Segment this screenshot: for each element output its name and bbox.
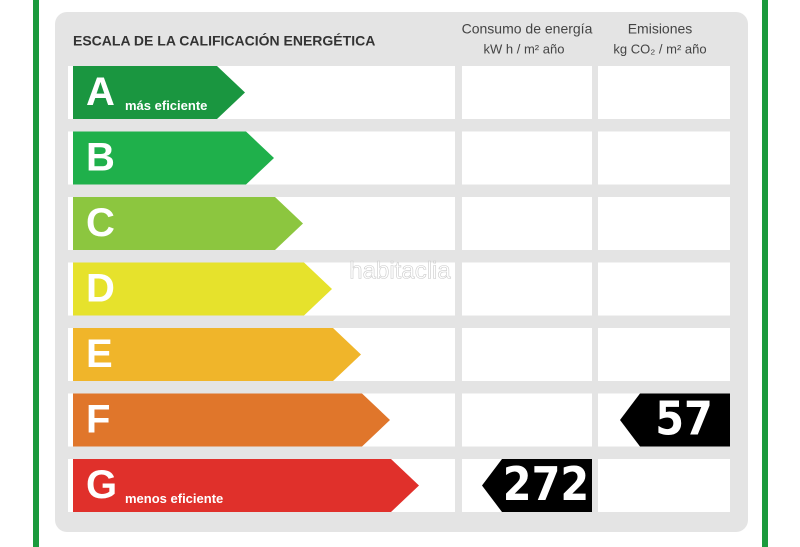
rating-arrow (73, 393, 390, 447)
rating-arrow (73, 262, 332, 316)
watermark: habitaclia (349, 257, 451, 284)
rating-arrow (73, 197, 303, 250)
rating-letter: D (86, 267, 115, 311)
column-unit: kW h / m² año (484, 41, 565, 56)
value-badge (482, 459, 592, 512)
cell (598, 197, 730, 250)
cell (462, 328, 592, 381)
rating-letter: C (86, 201, 115, 245)
rating-arrow (73, 328, 361, 381)
cell (462, 66, 592, 119)
value-badge (620, 393, 730, 447)
rating-letter: E (86, 332, 113, 376)
cell (598, 66, 730, 119)
rating-letter: B (86, 136, 115, 180)
rating-letter: G (86, 463, 117, 507)
title: ESCALA DE LA CALIFICACIÓN ENERGÉTICA (73, 32, 375, 49)
cell (462, 262, 592, 316)
cell (598, 328, 730, 381)
value: 272 (503, 457, 589, 511)
column-title: Consumo de energía (462, 21, 593, 37)
border (33, 0, 39, 547)
rating-letter: A (86, 70, 115, 114)
cell (462, 197, 592, 250)
value: 57 (655, 392, 713, 446)
cell (462, 393, 592, 447)
rating-arrow (73, 131, 274, 185)
rating-arrow (73, 66, 245, 119)
rating-arrow (73, 459, 419, 512)
column-title: Emisiones (628, 21, 693, 37)
column-unit: kg CO₂ / m² año (613, 41, 706, 56)
cell (598, 131, 730, 185)
cell (598, 262, 730, 316)
cell (598, 459, 730, 512)
rating-note: más eficiente (125, 98, 207, 113)
rating-letter: F (86, 398, 110, 442)
border (762, 0, 768, 547)
rating-note: menos eficiente (125, 491, 223, 506)
cell (462, 131, 592, 185)
